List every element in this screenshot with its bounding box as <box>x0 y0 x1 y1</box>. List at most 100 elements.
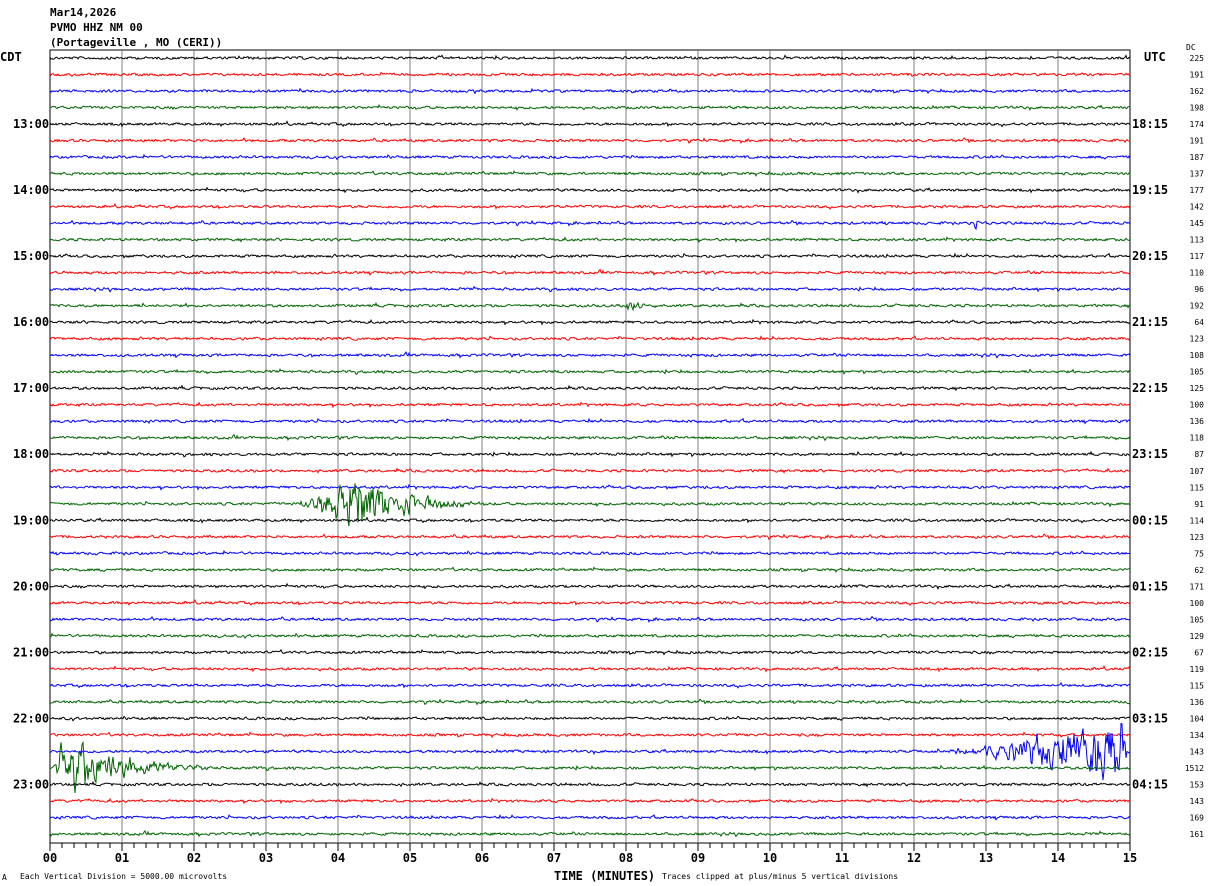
x-tick-label: 05 <box>403 851 417 865</box>
dc-header-label: DC <box>1186 43 1196 52</box>
trace-row-2 <box>49 87 1131 95</box>
trace-row-44 <box>49 780 1131 788</box>
dc-offset-label: 87 <box>1194 450 1204 459</box>
trace-row-14 <box>49 285 1131 293</box>
dc-offset-label: 115 <box>1190 483 1205 492</box>
date-label: Mar14,2026 <box>50 6 117 19</box>
trace-row-37 <box>49 665 1131 673</box>
dc-offset-label: 162 <box>1190 87 1205 96</box>
trace-row-11 <box>49 236 1131 244</box>
x-tick-label: 08 <box>619 851 633 865</box>
trace-row-47 <box>49 829 1131 838</box>
trace-row-34 <box>49 615 1131 623</box>
utc-hour-label: 01:15 <box>1132 579 1168 593</box>
trace-row-17 <box>49 335 1131 342</box>
x-tick-label: 04 <box>331 851 345 865</box>
dc-offset-label: 145 <box>1190 219 1205 228</box>
trace-row-0 <box>49 54 1131 61</box>
trace-row-27 <box>49 483 1131 527</box>
x-tick-label: 07 <box>547 851 561 865</box>
dc-offset-label: 134 <box>1190 731 1205 740</box>
dc-offset-label: 191 <box>1190 137 1205 146</box>
corner-mark: A <box>2 873 7 882</box>
trace-row-33 <box>49 599 1131 607</box>
dc-offset-label: 91 <box>1194 500 1204 509</box>
cdt-hour-label: 21:00 <box>13 645 49 659</box>
trace-row-10 <box>49 219 1131 231</box>
dc-offset-label: 118 <box>1190 434 1205 443</box>
trace-row-38 <box>49 682 1131 689</box>
cdt-hour-label: 15:00 <box>13 249 49 263</box>
dc-offset-label: 115 <box>1190 681 1205 690</box>
trace-row-20 <box>50 384 1131 392</box>
dc-offset-label: 113 <box>1190 236 1205 245</box>
dc-offset-label: 105 <box>1190 368 1205 377</box>
x-tick-label: 01 <box>115 851 129 865</box>
trace-row-19 <box>49 368 1131 375</box>
trace-row-32 <box>49 582 1131 590</box>
dc-offset-label: 136 <box>1190 417 1205 426</box>
trace-row-16 <box>49 318 1131 326</box>
x-tick-label: 02 <box>187 851 201 865</box>
trace-row-4 <box>49 120 1131 128</box>
trace-row-21 <box>49 401 1131 409</box>
x-tick-label: 03 <box>259 851 273 865</box>
trace-row-25 <box>49 467 1131 474</box>
trace-row-23 <box>49 433 1131 442</box>
cdt-hour-label: 23:00 <box>13 777 49 791</box>
trace-row-7 <box>49 170 1131 177</box>
dc-offset-label: 105 <box>1190 615 1205 624</box>
trace-row-13 <box>49 268 1131 277</box>
dc-offset-label: 96 <box>1194 285 1204 294</box>
utc-hour-label: 19:15 <box>1132 183 1168 197</box>
x-tick-label: 12 <box>907 851 921 865</box>
x-tick-label: 11 <box>835 851 849 865</box>
left-timezone-label: CDT <box>0 50 22 64</box>
trace-row-45 <box>49 797 1131 805</box>
utc-hour-label: 20:15 <box>1132 249 1168 263</box>
x-tick-label: 13 <box>979 851 993 865</box>
trace-row-30 <box>49 549 1131 557</box>
utc-hour-label: 22:15 <box>1132 381 1168 395</box>
trace-row-43 <box>49 740 1131 794</box>
right-timezone-label: UTC <box>1144 50 1166 64</box>
dc-offset-label: 119 <box>1190 665 1205 674</box>
trace-row-46 <box>49 814 1131 821</box>
cdt-hour-label: 22:00 <box>13 711 49 725</box>
clip-note: Traces clipped at plus/minus 5 vertical … <box>662 872 898 881</box>
dc-offset-label: 64 <box>1194 318 1204 327</box>
dc-offset-label: 143 <box>1190 797 1205 806</box>
dc-offset-label: 117 <box>1190 252 1205 261</box>
trace-row-9 <box>49 202 1131 210</box>
location-label: (Portageville , MO (CERI)) <box>50 36 222 49</box>
trace-row-36 <box>49 648 1131 656</box>
utc-hour-label: 21:15 <box>1132 315 1168 329</box>
dc-offset-label: 142 <box>1190 203 1205 212</box>
cdt-hour-label: 13:00 <box>13 117 49 131</box>
trace-row-26 <box>49 483 1131 491</box>
dc-offset-label: 67 <box>1194 648 1204 657</box>
dc-offset-label: 169 <box>1190 813 1205 822</box>
x-tick-label: 06 <box>475 851 489 865</box>
dc-offset-label: 161 <box>1190 830 1205 839</box>
dc-offset-label: 104 <box>1190 714 1205 723</box>
dc-offset-label: 125 <box>1190 384 1205 393</box>
dc-offset-label: 137 <box>1190 170 1205 179</box>
x-tick-label: 10 <box>763 851 777 865</box>
cdt-hour-label: 18:00 <box>13 447 49 461</box>
x-axis-title: TIME (MINUTES) <box>554 869 655 883</box>
dc-offset-label: 177 <box>1190 186 1205 195</box>
dc-offset-label: 153 <box>1190 780 1205 789</box>
dc-offset-label: 108 <box>1190 351 1205 360</box>
trace-row-5 <box>49 137 1131 145</box>
trace-rows <box>49 54 1131 838</box>
dc-offset-label: 75 <box>1194 549 1204 558</box>
trace-row-8 <box>49 186 1131 194</box>
dc-offset-label: 100 <box>1190 599 1205 608</box>
trace-row-40 <box>49 715 1131 722</box>
plot-frame <box>49 49 1131 844</box>
utc-hour-label: 04:15 <box>1132 777 1168 791</box>
x-tick-label: 00 <box>43 851 57 865</box>
dc-offset-label: 110 <box>1190 269 1205 278</box>
